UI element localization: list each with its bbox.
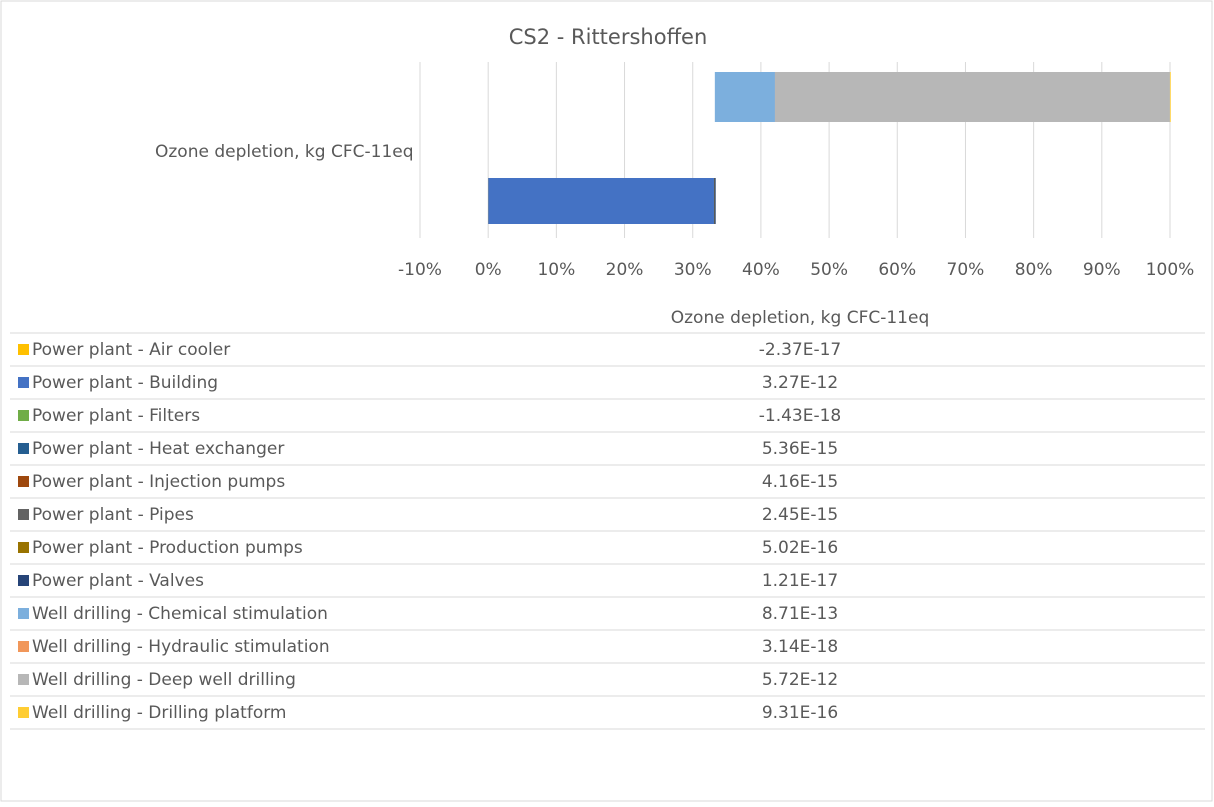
legend-swatch bbox=[18, 377, 29, 388]
legend-label: Power plant - Air cooler bbox=[32, 340, 230, 360]
legend-swatch bbox=[18, 509, 29, 520]
legend-label: Well drilling - Chemical stimulation bbox=[32, 604, 328, 624]
table-header: Ozone depletion, kg CFC-11eq bbox=[671, 308, 930, 328]
legend-swatch bbox=[18, 476, 29, 487]
legend-swatch bbox=[18, 641, 29, 652]
x-tick-label: 70% bbox=[947, 260, 985, 280]
bar bbox=[488, 178, 714, 224]
x-tick-label: 0% bbox=[475, 260, 502, 280]
legend-swatch bbox=[18, 542, 29, 553]
legend-label: Power plant - Valves bbox=[32, 571, 204, 591]
x-tick-label: 10% bbox=[537, 260, 575, 280]
bar bbox=[714, 178, 716, 224]
legend-label: Well drilling - Hydraulic stimulation bbox=[32, 637, 330, 657]
table-value: 3.27E-12 bbox=[762, 373, 838, 393]
legend-label: Power plant - Heat exchanger bbox=[32, 439, 284, 459]
x-tick-label: 40% bbox=[742, 260, 780, 280]
legend-label: Power plant - Pipes bbox=[32, 505, 194, 525]
x-tick-label: 20% bbox=[606, 260, 644, 280]
legend-swatch bbox=[18, 674, 29, 685]
table-value: 3.14E-18 bbox=[762, 637, 838, 657]
legend-swatch bbox=[18, 443, 29, 454]
bar bbox=[774, 72, 1170, 122]
legend-label: Power plant - Building bbox=[32, 373, 218, 393]
table-value: 5.02E-16 bbox=[762, 538, 838, 558]
category-label: Ozone depletion, kg CFC-11eq bbox=[155, 142, 414, 162]
legend-label: Well drilling - Deep well drilling bbox=[32, 670, 296, 690]
table-value: 2.45E-15 bbox=[762, 505, 838, 525]
legend-swatch bbox=[18, 410, 29, 421]
legend-label: Well drilling - Drilling platform bbox=[32, 703, 286, 723]
table-value: 8.71E-13 bbox=[762, 604, 838, 624]
table-value: -2.37E-17 bbox=[759, 340, 842, 360]
legend-label: Power plant - Injection pumps bbox=[32, 472, 285, 492]
table-value: 4.16E-15 bbox=[762, 472, 838, 492]
legend-swatch bbox=[18, 575, 29, 586]
table-value: -1.43E-18 bbox=[759, 406, 842, 426]
bar bbox=[1169, 72, 1171, 122]
x-tick-label: 30% bbox=[674, 260, 712, 280]
legend-swatch bbox=[18, 608, 29, 619]
chart-title: CS2 - Rittershoffen bbox=[509, 25, 708, 49]
table-value: 5.72E-12 bbox=[762, 670, 838, 690]
legend-swatch bbox=[18, 344, 29, 355]
legend-label: Power plant - Filters bbox=[32, 406, 200, 426]
bar bbox=[714, 72, 775, 122]
table-value: 9.31E-16 bbox=[762, 703, 838, 723]
table-value: 5.36E-15 bbox=[762, 439, 838, 459]
x-tick-label: 90% bbox=[1083, 260, 1121, 280]
x-tick-label: 60% bbox=[878, 260, 916, 280]
x-tick-label: -10% bbox=[398, 260, 442, 280]
legend-label: Power plant - Production pumps bbox=[32, 538, 303, 558]
x-tick-label: 50% bbox=[810, 260, 848, 280]
table-value: 1.21E-17 bbox=[762, 571, 838, 591]
x-tick-label: 100% bbox=[1146, 260, 1195, 280]
x-tick-label: 80% bbox=[1015, 260, 1053, 280]
legend-swatch bbox=[18, 707, 29, 718]
